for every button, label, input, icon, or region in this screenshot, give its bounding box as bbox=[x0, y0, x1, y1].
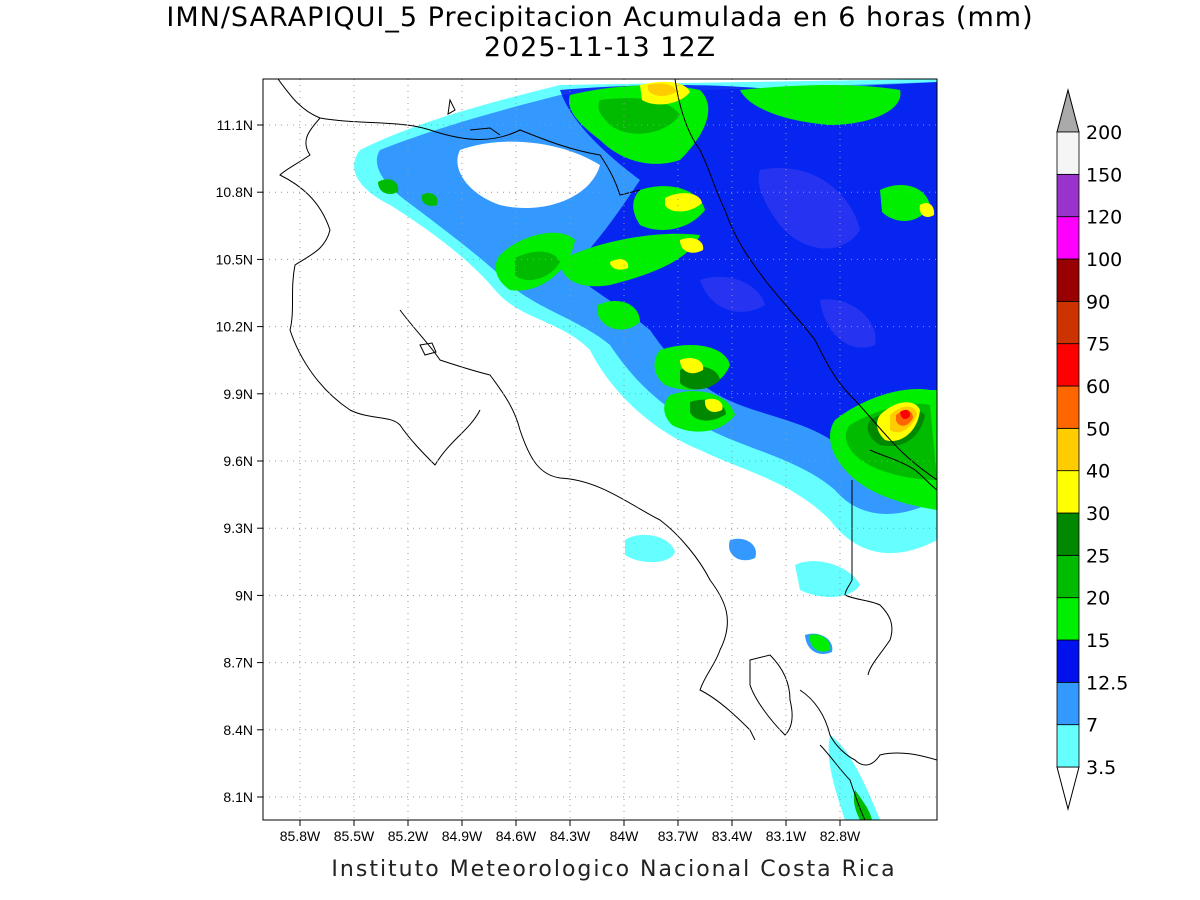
colorbar-swatch bbox=[1056, 385, 1080, 429]
precipitation-field bbox=[354, 79, 937, 820]
colorbar-swatch bbox=[1056, 131, 1080, 175]
colorbar-level-label: 25 bbox=[1086, 545, 1110, 567]
colorbar-level-label: 120 bbox=[1086, 207, 1122, 229]
colorbar-level-label: 20 bbox=[1086, 588, 1110, 610]
colorbar-swatch bbox=[1056, 639, 1080, 683]
y-tick-label: 11.1N bbox=[217, 117, 253, 133]
colorbar-swatch bbox=[1056, 512, 1080, 556]
y-tick-label: 9.9N bbox=[223, 386, 253, 402]
colorbar-level-label: 3.5 bbox=[1086, 757, 1116, 779]
colorbar-swatch bbox=[1056, 427, 1080, 472]
colorbar-level-label: 50 bbox=[1086, 418, 1110, 440]
colorbar-level-label: 30 bbox=[1086, 503, 1110, 525]
colorbar-swatch bbox=[1056, 173, 1080, 218]
colorbar-swatch bbox=[1056, 470, 1080, 514]
plot-frame bbox=[262, 78, 938, 821]
colorbar-level-label: 200 bbox=[1086, 122, 1122, 144]
y-tick-label: 9.6N bbox=[223, 453, 253, 469]
y-tick-label: 10.2N bbox=[216, 319, 253, 335]
colorbar-swatch bbox=[1056, 681, 1080, 726]
y-tick-label: 9.3N bbox=[223, 520, 253, 536]
colorbar-level-label: 12.5 bbox=[1086, 672, 1128, 694]
colorbar-over-arrow bbox=[1056, 88, 1080, 133]
y-tick-label: 10.8N bbox=[216, 184, 253, 200]
x-tick-label: 84.6W bbox=[496, 828, 537, 844]
x-tick-label: 83.1W bbox=[766, 828, 807, 844]
colorbar-level-label: 150 bbox=[1086, 164, 1122, 186]
latitude-axis: 11.1N 10.8N 10.5N 10.2N 9.9N 9.6N 9.3N 9N 8.7N 8.… bbox=[216, 117, 263, 805]
colorbar-level-label: 100 bbox=[1086, 249, 1122, 271]
footer-credit: Instituto Meteorologico Nacional Costa R… bbox=[331, 857, 897, 882]
colorbar-level-label: 60 bbox=[1086, 376, 1110, 398]
colorbar-legend: 3.5 7 12.5 15 20 25 30 40 50 60 75 90 100 120 150 200 bbox=[1056, 88, 1128, 811]
colorbar-level-label: 75 bbox=[1086, 334, 1110, 356]
colorbar-level-label: 90 bbox=[1086, 291, 1110, 313]
y-tick-label: 10.5N bbox=[216, 251, 253, 267]
x-tick-label: 84.3W bbox=[550, 828, 591, 844]
colorbar-swatch bbox=[1056, 343, 1080, 387]
y-tick-label: 8.4N bbox=[223, 722, 253, 738]
lat-lon-grid bbox=[263, 79, 937, 820]
colorbar-level-label: 7 bbox=[1086, 715, 1098, 737]
chart-title: IMN/SARAPIQUI_5 Precipitacion Acumulada … bbox=[166, 2, 1034, 33]
chart-subtitle-date: 2025-11-13 12Z bbox=[483, 32, 717, 63]
colorbar-under-arrow bbox=[1056, 766, 1080, 811]
x-tick-label: 85.8W bbox=[280, 828, 321, 844]
colorbar-swatch bbox=[1056, 554, 1080, 599]
longitude-axis: 85.8W 85.5W 85.2W 84.9W 84.6W 84.3W 84W 83.7W 83… bbox=[280, 820, 861, 844]
y-tick-label: 9N bbox=[235, 587, 253, 603]
x-tick-label: 84W bbox=[610, 828, 640, 844]
colorbar-swatch bbox=[1056, 724, 1080, 768]
coastline-borders bbox=[277, 79, 937, 820]
x-tick-label: 85.2W bbox=[388, 828, 429, 844]
colorbar-swatch bbox=[1056, 300, 1080, 345]
colorbar-level-label: 15 bbox=[1086, 630, 1110, 652]
colorbar-level-label: 40 bbox=[1086, 461, 1110, 483]
x-tick-label: 85.5W bbox=[334, 828, 375, 844]
x-tick-label: 83.7W bbox=[658, 828, 699, 844]
colorbar-swatch bbox=[1056, 216, 1080, 260]
x-tick-label: 83.4W bbox=[712, 828, 753, 844]
colorbar-swatch bbox=[1056, 597, 1080, 641]
y-tick-label: 8.1N bbox=[223, 789, 253, 805]
x-tick-label: 84.9W bbox=[442, 828, 483, 844]
colorbar-swatch bbox=[1056, 258, 1080, 302]
x-tick-label: 82.8W bbox=[820, 828, 861, 844]
y-tick-label: 8.7N bbox=[223, 655, 253, 671]
